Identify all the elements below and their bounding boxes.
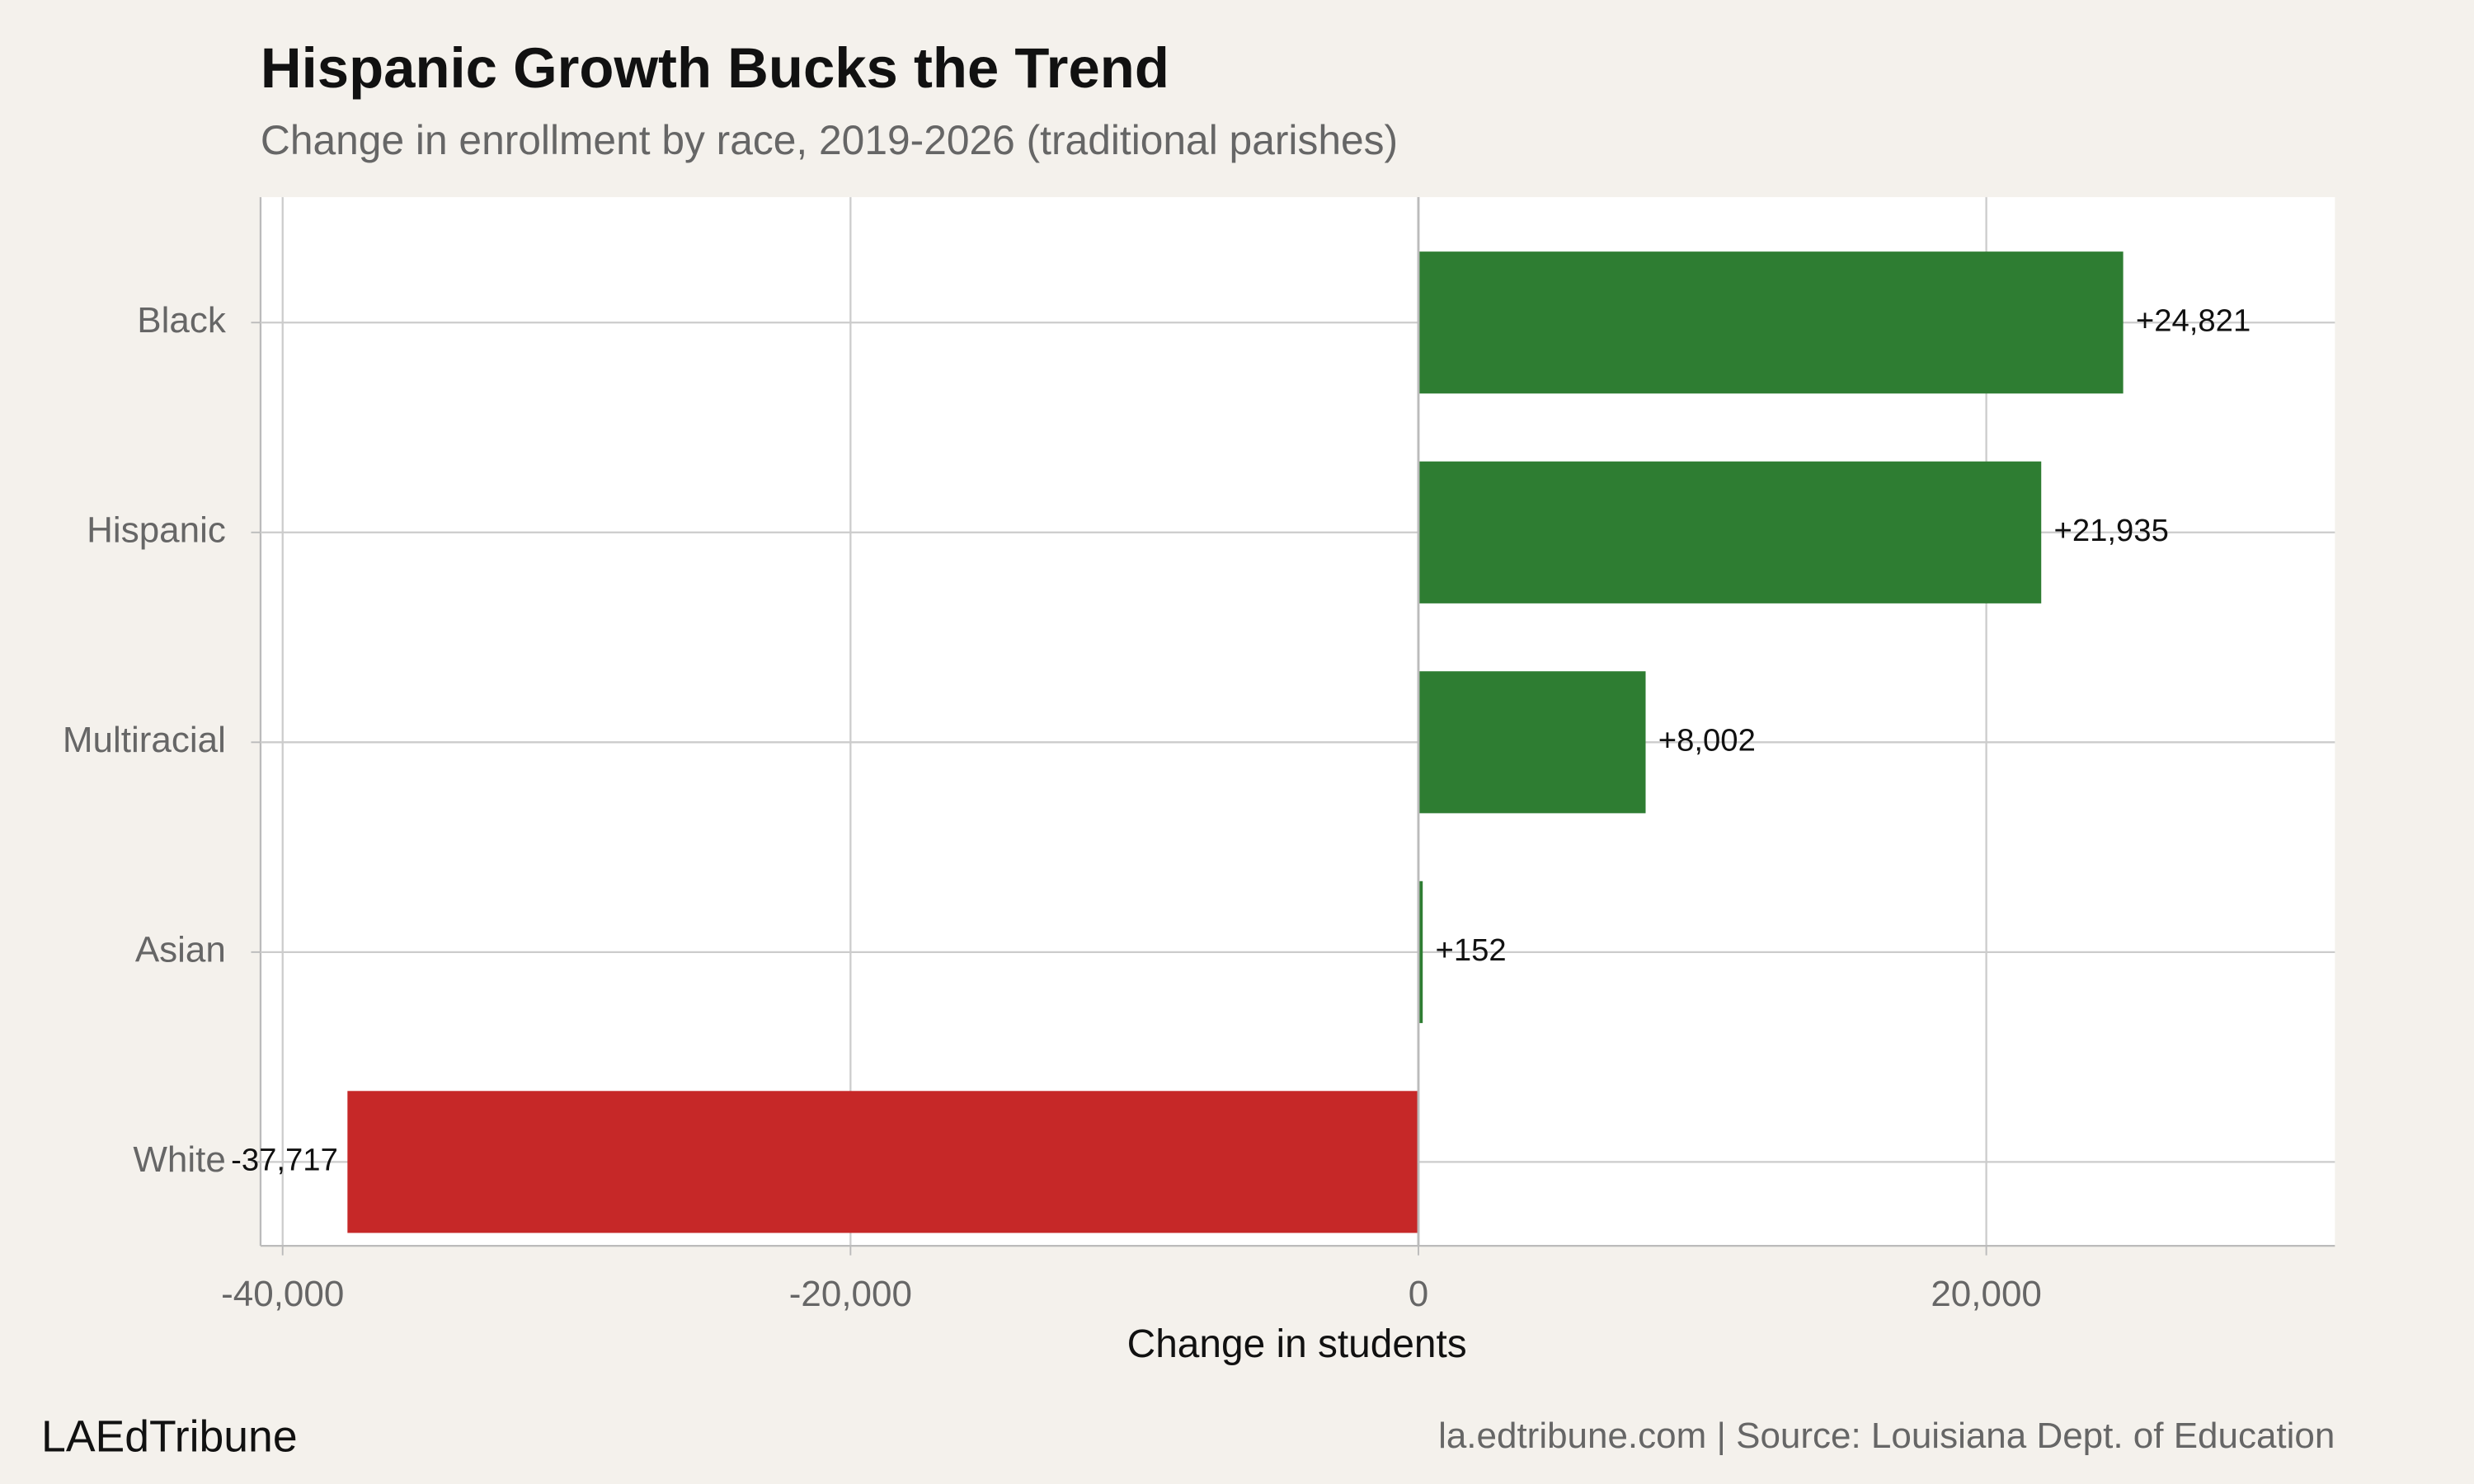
bar	[1418, 461, 2042, 603]
x-tick-label: -40,000	[221, 1274, 344, 1314]
bar	[1418, 881, 1423, 1023]
y-tick-label: White	[133, 1139, 225, 1180]
source: la.edtribune.com | Source: Louisiana Dep…	[1438, 1416, 2335, 1456]
marks	[347, 251, 2124, 1233]
value-label: +24,821	[2136, 303, 2251, 338]
value-label: -37,717	[231, 1142, 338, 1177]
y-tick-label: Hispanic	[87, 510, 226, 550]
y-tick-label: Black	[137, 300, 227, 340]
brand: LAEdTribune	[41, 1413, 298, 1462]
value-label: +21,935	[2054, 513, 2169, 548]
x-tick-label: -20,000	[789, 1274, 912, 1314]
chart-subtitle: Change in enrollment by race, 2019-2026 …	[261, 117, 1398, 163]
x-tick-label: 0	[1409, 1274, 1428, 1314]
value-label: +152	[1436, 932, 1507, 968]
y-tick-label: Multiracial	[63, 720, 226, 760]
x-axis-label: Change in students	[1127, 1322, 1467, 1366]
chart-title: Hispanic Growth Bucks the Trend	[261, 36, 1169, 100]
bar	[1418, 671, 1646, 814]
bar	[1418, 251, 2124, 394]
value-label: +8,002	[1658, 722, 1756, 758]
bar	[347, 1091, 1418, 1233]
y-tick-label: Asian	[135, 929, 226, 970]
x-tick-label: 20,000	[1931, 1274, 2042, 1314]
